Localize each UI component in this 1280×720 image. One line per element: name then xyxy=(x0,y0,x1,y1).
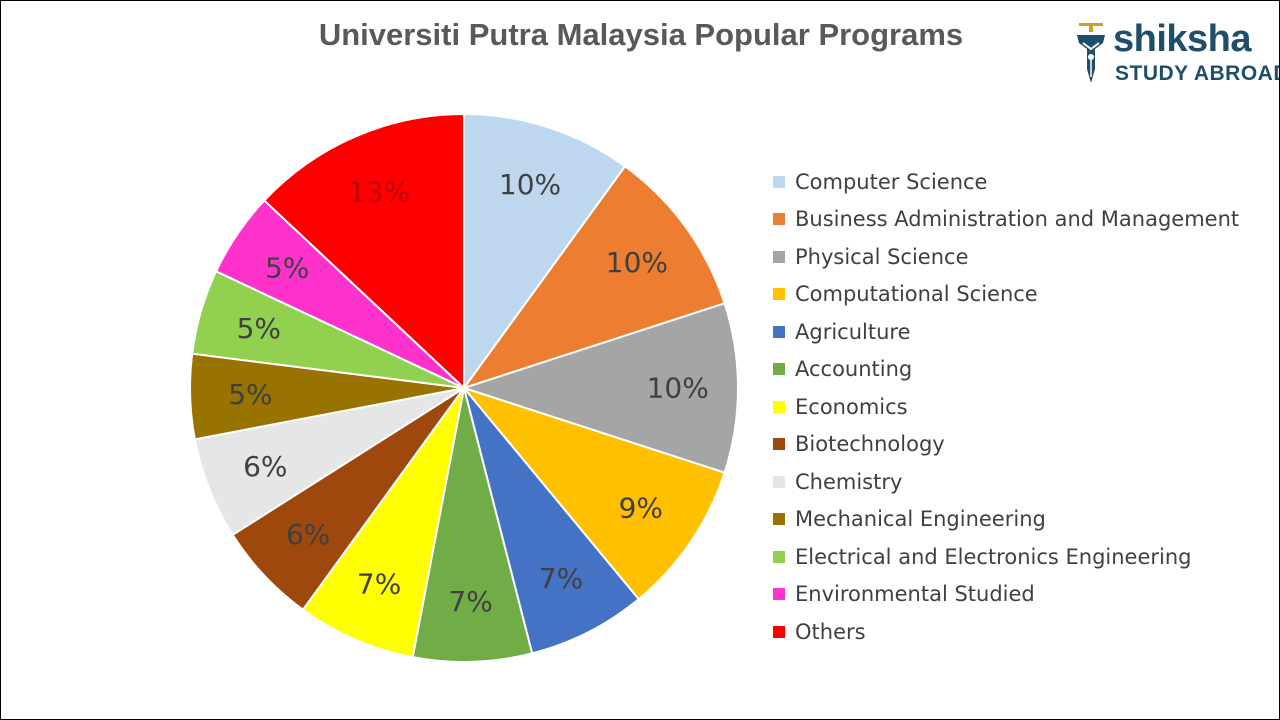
pie-data-label-mechanical-engineering: 5% xyxy=(228,378,272,411)
legend-item-biotechnology: Biotechnology xyxy=(773,426,1273,464)
pie-slice-accounting xyxy=(411,387,534,663)
legend-swatch xyxy=(773,363,785,376)
legend-item-computational-science: Computational Science xyxy=(773,276,1273,314)
legend-label: Chemistry xyxy=(795,469,903,494)
legend-swatch xyxy=(773,625,785,638)
pie-data-label-biotechnology: 6% xyxy=(286,518,330,551)
pie-slice-business-administration-and-management xyxy=(463,165,726,389)
legend-item-physical-science: Physical Science xyxy=(773,238,1273,276)
logo-wordmark: shiksha xyxy=(1113,18,1252,60)
pie-slice-physical-science xyxy=(463,302,739,474)
legend-swatch xyxy=(773,550,785,563)
legend-label: Biotechnology xyxy=(795,432,945,457)
pie-data-label-physical-science: 10% xyxy=(647,372,709,405)
pie-data-label-electrical-and-electronics-engineering: 5% xyxy=(237,312,281,345)
legend-item-environmental-studied: Environmental Studied xyxy=(773,576,1273,614)
pie-slice-computational-science xyxy=(463,387,726,601)
pie-data-label-computational-science: 9% xyxy=(619,492,663,525)
legend-label: Computational Science xyxy=(795,282,1038,307)
pie-slices xyxy=(189,113,739,663)
chart-legend: Computer Science Business Administration … xyxy=(773,163,1273,651)
pie-slice-computer-science xyxy=(463,113,627,389)
shiksha-logo: shiksha STUDY ABROAD xyxy=(1069,17,1279,91)
legend-label: Economics xyxy=(795,394,908,419)
pie-data-label-chemistry: 6% xyxy=(243,450,287,483)
pie-data-label-accounting: 7% xyxy=(448,585,492,618)
pie-slice-others xyxy=(263,113,465,389)
legend-item-accounting: Accounting xyxy=(773,351,1273,389)
pie-data-labels: 10% 10% 10% 9% 7% 7% 7% 6% 6% 5% 5% 5% 13% xyxy=(228,168,709,618)
legend-swatch xyxy=(773,325,785,338)
legend-item-electrical-and-electronics-engineering: Electrical and Electronics Engineering xyxy=(773,538,1273,576)
pen-nib-icon xyxy=(1077,23,1105,83)
legend-swatch xyxy=(773,438,785,451)
legend-item-computer-science: Computer Science xyxy=(773,163,1273,201)
pie-data-label-economics: 7% xyxy=(357,568,401,601)
legend-item-others: Others xyxy=(773,613,1273,651)
legend-swatch xyxy=(773,213,785,226)
pie-data-label-agriculture: 7% xyxy=(539,562,583,595)
legend-swatch xyxy=(773,475,785,488)
legend-swatch xyxy=(773,175,785,188)
legend-label: Others xyxy=(795,619,866,644)
legend-label: Agriculture xyxy=(795,319,911,344)
legend-label: Computer Science xyxy=(795,169,988,194)
legend-item-chemistry: Chemistry xyxy=(773,463,1273,501)
legend-swatch xyxy=(773,588,785,601)
legend-swatch xyxy=(773,250,785,263)
pie-data-label-business-administration-and-management: 10% xyxy=(606,246,668,279)
legend-item-mechanical-engineering: Mechanical Engineering xyxy=(773,501,1273,539)
legend-label: Business Administration and Management xyxy=(795,207,1240,232)
pie-slice-economics xyxy=(301,387,465,659)
legend-item-business-administration-and-management: Business Administration and Management xyxy=(773,201,1273,239)
legend-label: Physical Science xyxy=(795,244,969,269)
pie-data-label-computer-science: 10% xyxy=(499,168,561,201)
pie-slice-agriculture xyxy=(463,387,640,655)
legend-label: Electrical and Electronics Engineering xyxy=(795,544,1192,569)
legend-item-agriculture: Agriculture xyxy=(773,313,1273,351)
legend-swatch xyxy=(773,288,785,301)
chart-title: Universiti Putra Malaysia Popular Progra… xyxy=(318,17,964,52)
legend-label: Mechanical Engineering xyxy=(795,507,1046,532)
pie-data-label-others: 13% xyxy=(348,175,410,208)
pie-data-label-environmental-studied: 5% xyxy=(265,251,309,284)
legend-item-economics: Economics xyxy=(773,388,1273,426)
legend-swatch xyxy=(773,513,785,526)
logo-tagline: STUDY ABROAD xyxy=(1115,62,1280,85)
legend-swatch xyxy=(773,400,785,413)
legend-label: Accounting xyxy=(795,357,913,382)
legend-label: Environmental Studied xyxy=(795,582,1035,607)
